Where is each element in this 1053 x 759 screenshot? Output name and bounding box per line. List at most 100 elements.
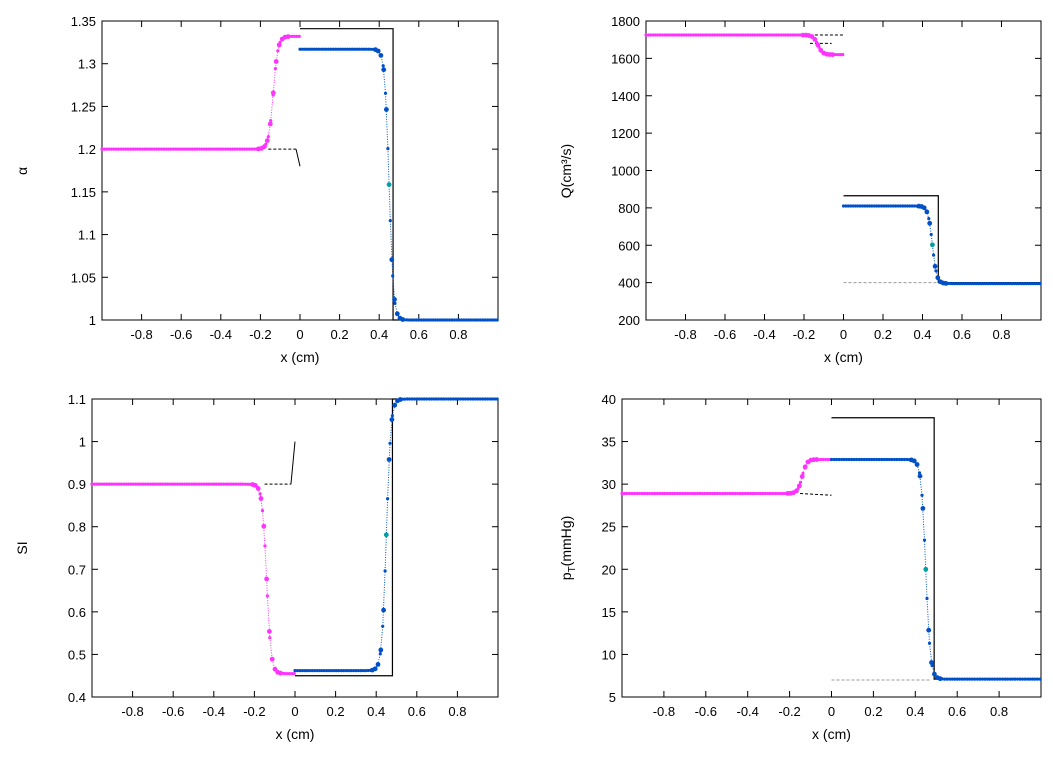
data-point — [862, 457, 866, 462]
front-point — [381, 67, 387, 73]
data-point — [481, 318, 485, 322]
data-point — [143, 147, 147, 151]
data-point — [713, 33, 717, 37]
data-point — [1007, 282, 1012, 286]
front-point — [394, 311, 400, 317]
y-tick-label: 1 — [89, 313, 96, 328]
data-point — [114, 147, 118, 151]
data-point — [894, 204, 898, 208]
data-point — [755, 33, 760, 37]
data-point — [228, 147, 232, 151]
data-point — [185, 482, 189, 486]
data-point — [842, 457, 846, 462]
x-tick-label: -0.2 — [243, 704, 265, 719]
data-point — [136, 482, 140, 486]
x-tick-label: 0.6 — [948, 704, 966, 719]
front-point — [927, 220, 933, 226]
data-point — [955, 677, 959, 681]
data-point — [461, 397, 465, 401]
front-point — [917, 473, 923, 479]
data-point — [448, 318, 452, 322]
data-point — [875, 204, 879, 208]
data-point — [738, 491, 742, 496]
data-point — [891, 204, 895, 208]
data-point — [665, 491, 669, 496]
front-point — [269, 656, 275, 662]
data-point — [863, 204, 867, 208]
data-point — [410, 397, 414, 401]
front-point — [935, 275, 941, 281]
front-point — [375, 48, 381, 54]
exact-solution-line — [843, 195, 1041, 284]
data-point — [950, 282, 955, 286]
data-point — [948, 281, 952, 286]
data-point — [658, 491, 662, 496]
data-point — [269, 119, 273, 123]
data-point — [962, 282, 967, 286]
data-point — [865, 204, 869, 208]
data-point — [684, 33, 688, 37]
data-point — [209, 147, 213, 151]
data-point — [212, 147, 216, 151]
data-point — [998, 677, 1002, 681]
data-point — [315, 47, 319, 51]
front-point — [258, 496, 264, 501]
data-point — [347, 669, 351, 673]
y-tick-label: 1800 — [611, 14, 640, 29]
data-point — [105, 482, 109, 486]
data-point — [445, 318, 449, 322]
data-point — [422, 318, 426, 322]
front-point — [262, 144, 267, 150]
data-point — [748, 491, 752, 496]
data-point — [687, 33, 691, 37]
data-point — [847, 457, 851, 462]
data-point — [202, 482, 206, 486]
y-tick-label: 40 — [602, 392, 616, 407]
data-point — [932, 253, 936, 257]
data-point — [315, 669, 319, 673]
data-point — [984, 282, 988, 286]
data-point — [948, 677, 952, 681]
data-point — [455, 318, 459, 322]
front-point — [392, 402, 398, 408]
data-point — [857, 457, 861, 462]
data-point — [875, 457, 879, 462]
data-point — [441, 318, 445, 322]
data-point — [855, 457, 859, 462]
data-point — [390, 414, 394, 418]
series-right — [298, 47, 499, 322]
data-point — [342, 669, 346, 673]
data-point — [643, 491, 647, 496]
data-point — [688, 491, 692, 496]
data-point — [929, 232, 933, 237]
data-point — [433, 318, 437, 322]
data-point — [784, 33, 788, 37]
data-point — [310, 669, 314, 673]
data-point — [410, 318, 414, 322]
x-tick-label: 0.6 — [953, 327, 971, 342]
data-point — [317, 47, 321, 51]
data-point — [650, 491, 654, 496]
data-point — [303, 669, 307, 673]
series-line — [102, 35, 300, 150]
data-point — [268, 636, 272, 640]
data-point — [157, 147, 161, 151]
data-point — [990, 677, 995, 681]
data-point — [853, 204, 858, 208]
data-point — [183, 147, 187, 151]
data-point — [734, 33, 738, 37]
data-point — [751, 33, 755, 37]
data-point — [1026, 282, 1030, 286]
data-point — [112, 147, 116, 151]
data-point — [680, 33, 684, 37]
data-point — [478, 397, 482, 401]
front-point — [285, 34, 291, 39]
data-point — [381, 64, 385, 68]
data-point — [122, 482, 126, 486]
x-axis-label: x (cm) — [812, 726, 851, 742]
front-point — [937, 676, 943, 682]
data-point — [890, 457, 894, 462]
data-point — [720, 33, 724, 37]
data-point — [495, 397, 499, 401]
